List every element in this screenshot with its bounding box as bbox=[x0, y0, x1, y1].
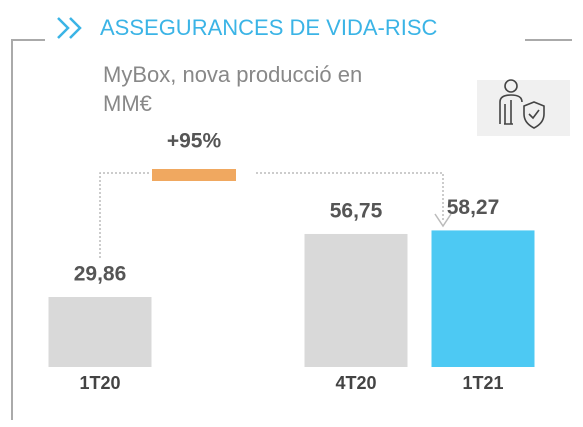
chevrons bbox=[57, 17, 82, 39]
growth-marker bbox=[152, 169, 236, 181]
value-label: 29,86 bbox=[74, 263, 127, 286]
annotation: +95% bbox=[167, 130, 222, 153]
bar bbox=[431, 230, 535, 367]
value-label: 56,75 bbox=[330, 200, 383, 223]
frame bbox=[11, 39, 45, 420]
subtitle: MM€ bbox=[103, 91, 152, 116]
x-tick-label: 4T20 bbox=[335, 373, 376, 393]
chart-title: ASSEGURANCES DE VIDA-RISC bbox=[100, 15, 438, 40]
x-tick-label: 1T20 bbox=[79, 373, 120, 393]
bar bbox=[48, 297, 152, 367]
bar bbox=[304, 233, 408, 367]
connector bbox=[99, 172, 444, 258]
x-tick-label: 1T21 bbox=[462, 373, 503, 393]
icon bbox=[499, 79, 545, 129]
arrow bbox=[434, 213, 452, 228]
subtitle: MyBox, nova producció en bbox=[103, 62, 362, 87]
value-label: 58,27 bbox=[447, 196, 500, 219]
